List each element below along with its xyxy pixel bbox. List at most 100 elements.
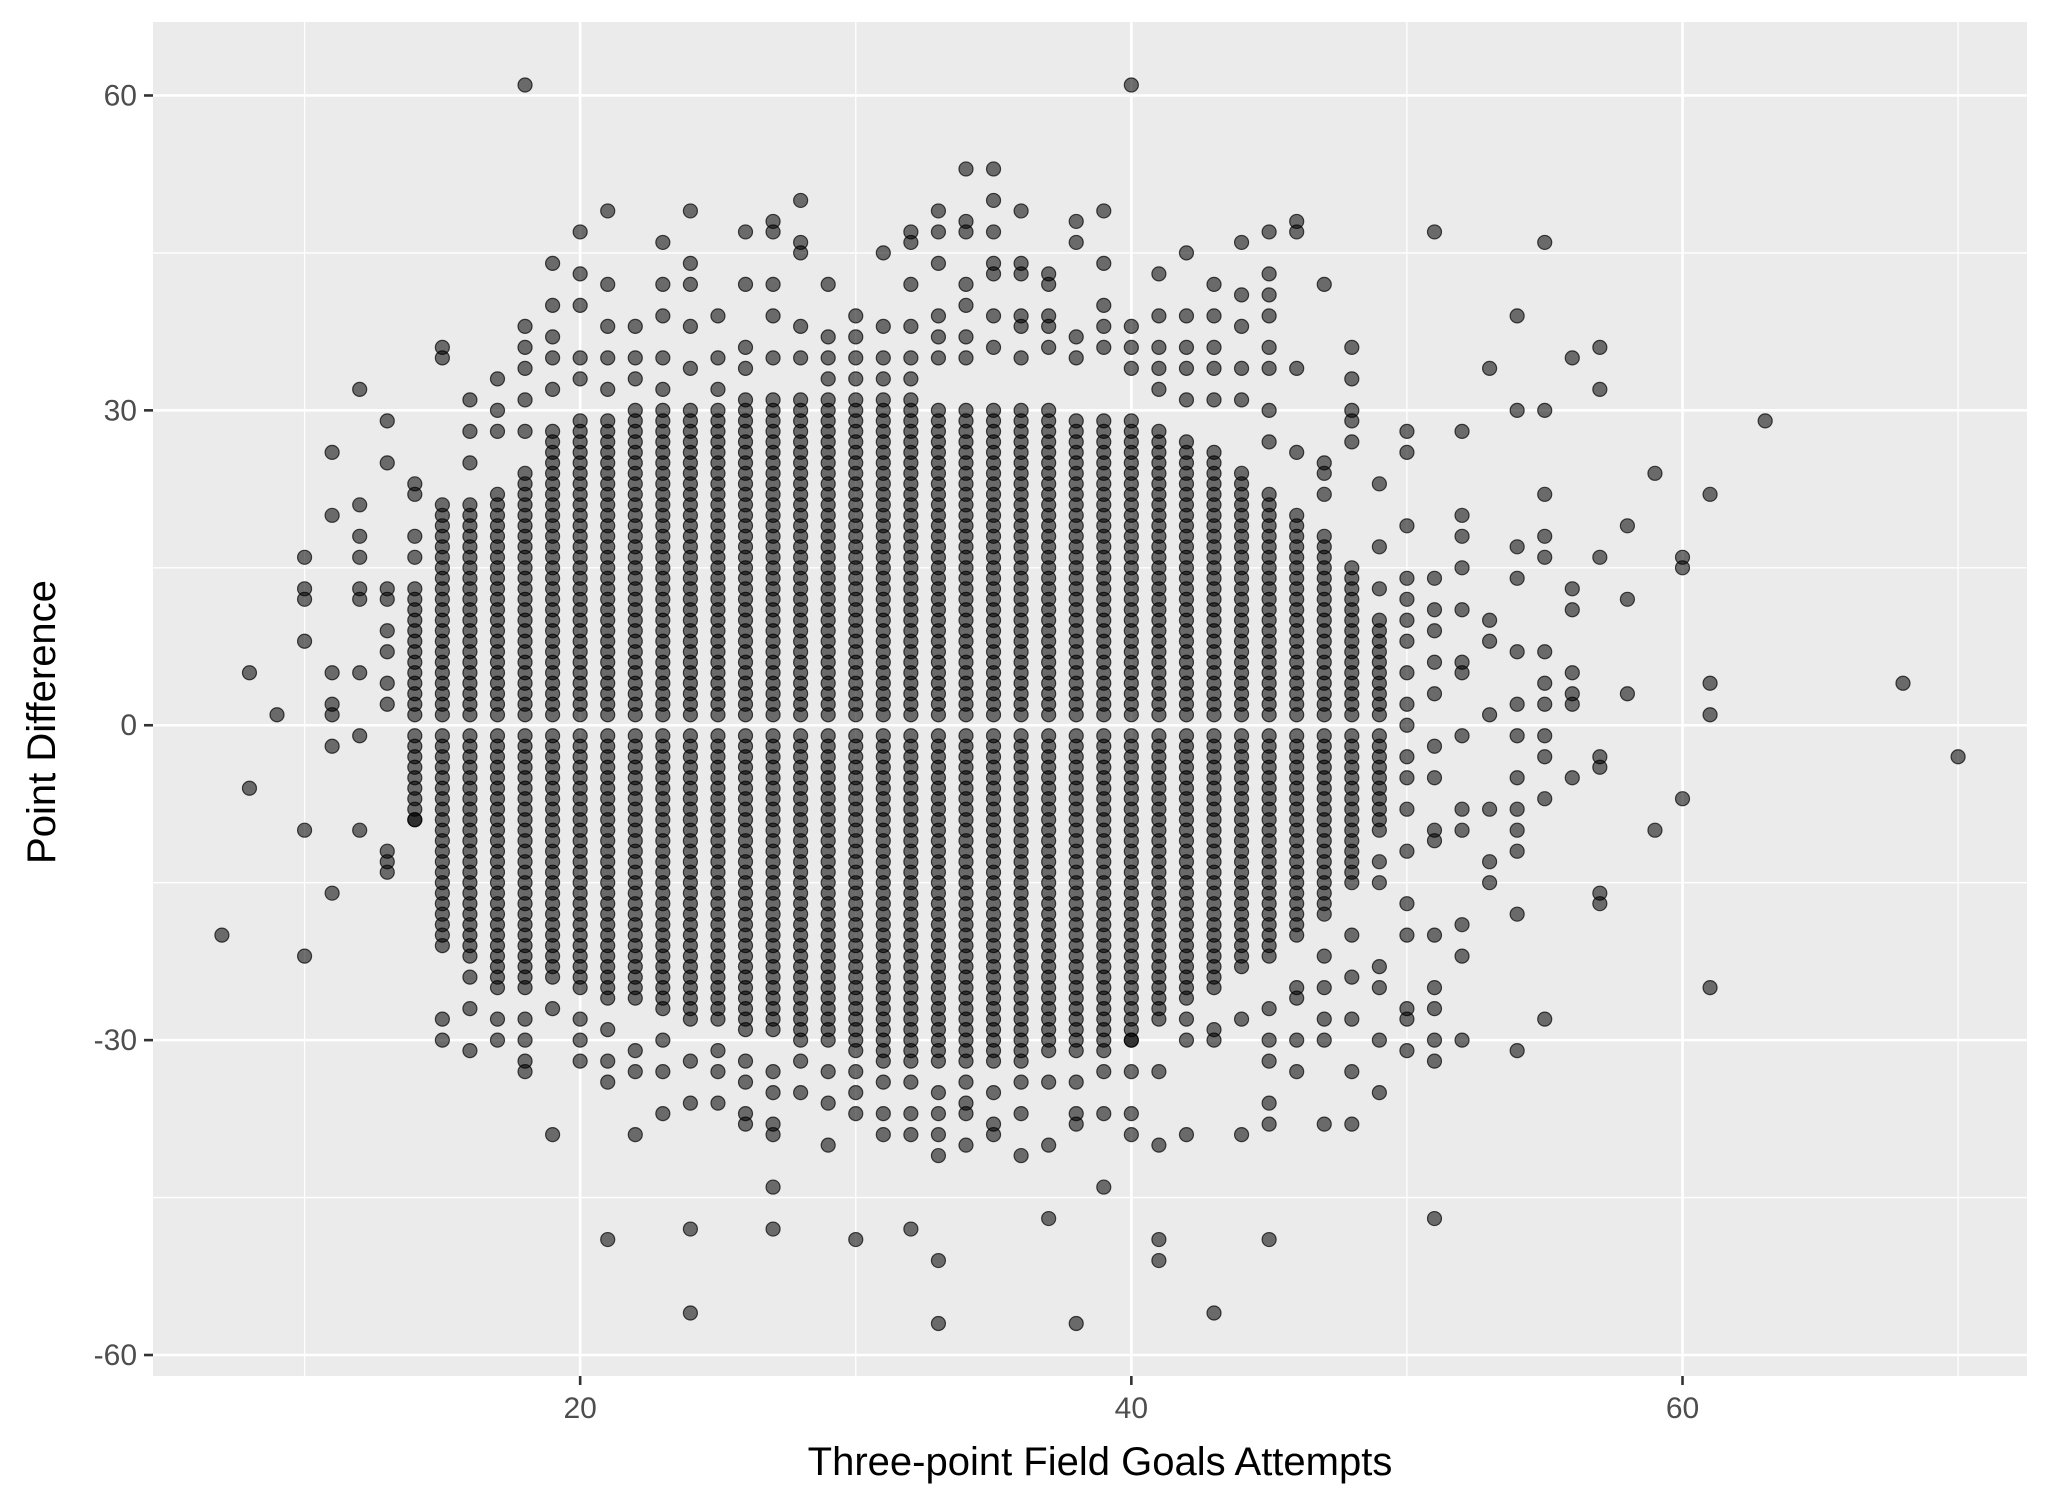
data-point (1481, 612, 1498, 628)
data-point (903, 1074, 919, 1090)
data-point (352, 822, 368, 838)
data-point (600, 350, 616, 366)
data-point (1316, 948, 1332, 964)
data-point (1399, 423, 1415, 439)
data-point (1261, 287, 1277, 303)
data-point (1537, 549, 1553, 565)
data-point (1096, 255, 1112, 272)
data-point (1178, 1126, 1195, 1143)
data-point (379, 413, 395, 429)
data-point (710, 1095, 726, 1111)
x-tick-label: 40 (1115, 1392, 1148, 1425)
data-point (1123, 728, 1139, 744)
data-point (1592, 549, 1608, 565)
data-point (985, 339, 1002, 355)
data-point (1123, 77, 1139, 93)
y-tick-label: 30 (104, 394, 137, 427)
data-point (1068, 1074, 1084, 1090)
data-point (737, 224, 754, 240)
data-point (1371, 980, 1387, 996)
data-point (985, 224, 1002, 240)
data-point (930, 728, 947, 744)
data-point (903, 728, 919, 744)
data-point (1399, 1011, 1415, 1027)
data-point (1233, 287, 1250, 303)
data-point (985, 728, 1002, 744)
data-point (1151, 1064, 1167, 1080)
data-point (1702, 707, 1718, 723)
data-point (1509, 1043, 1525, 1059)
x-tick-label: 60 (1666, 1392, 1699, 1425)
data-point (296, 549, 313, 565)
data-point (1041, 402, 1057, 418)
data-point (241, 665, 258, 681)
data-point (1289, 224, 1305, 240)
data-point (379, 644, 395, 660)
data-point (655, 381, 671, 397)
data-point (1316, 528, 1332, 544)
data-point (710, 1043, 726, 1059)
data-point (489, 980, 506, 996)
data-point (407, 812, 423, 828)
data-point (930, 1252, 947, 1269)
data-point (1371, 875, 1387, 891)
data-point (1261, 1095, 1277, 1111)
data-point (765, 276, 781, 292)
data-point (462, 728, 478, 744)
data-point (930, 1315, 947, 1332)
data-point (517, 392, 533, 408)
data-point (1509, 728, 1525, 744)
data-points (214, 77, 1966, 1332)
data-point (407, 728, 423, 744)
data-point (1178, 1011, 1195, 1027)
data-point (600, 203, 616, 219)
data-point (820, 329, 836, 345)
data-point (930, 255, 947, 272)
data-point (710, 381, 726, 397)
data-point (489, 423, 506, 439)
data-point (1537, 1011, 1553, 1027)
data-point (958, 728, 974, 744)
data-point (903, 318, 919, 334)
data-point (1123, 318, 1139, 334)
data-point (1289, 990, 1305, 1006)
data-point (875, 318, 891, 334)
data-point (875, 371, 891, 387)
data-point (1454, 948, 1470, 964)
data-point (985, 1126, 1002, 1143)
y-tick-label: -30 (94, 1024, 137, 1057)
data-point (958, 402, 974, 418)
data-point (352, 549, 368, 565)
data-point (1371, 1032, 1387, 1048)
data-point (407, 549, 423, 565)
data-point (1454, 917, 1470, 933)
x-tick-label: 20 (563, 1392, 596, 1425)
data-point (1261, 1001, 1277, 1017)
data-point (985, 308, 1002, 324)
data-point (462, 1001, 478, 1017)
data-point (710, 728, 726, 744)
data-point (1399, 896, 1415, 912)
data-point (627, 728, 643, 744)
data-point (737, 1053, 754, 1069)
data-point (985, 161, 1002, 177)
data-point (848, 308, 864, 324)
y-axis-title: Point Difference (20, 580, 64, 864)
data-point (1509, 402, 1525, 418)
data-point (434, 350, 450, 366)
data-point (1316, 486, 1332, 502)
y-tick-label: 0 (120, 709, 137, 742)
data-point (296, 591, 313, 607)
data-point (1895, 675, 1911, 691)
data-point (1371, 476, 1387, 492)
data-point (407, 581, 423, 597)
data-point (1068, 1116, 1084, 1132)
data-point (930, 1105, 947, 1122)
data-point (682, 1095, 699, 1111)
data-point (1261, 1053, 1277, 1069)
data-point (407, 528, 423, 544)
data-point (600, 318, 616, 334)
data-point (1206, 392, 1222, 408)
data-point (737, 1116, 754, 1132)
data-point (600, 1022, 616, 1038)
